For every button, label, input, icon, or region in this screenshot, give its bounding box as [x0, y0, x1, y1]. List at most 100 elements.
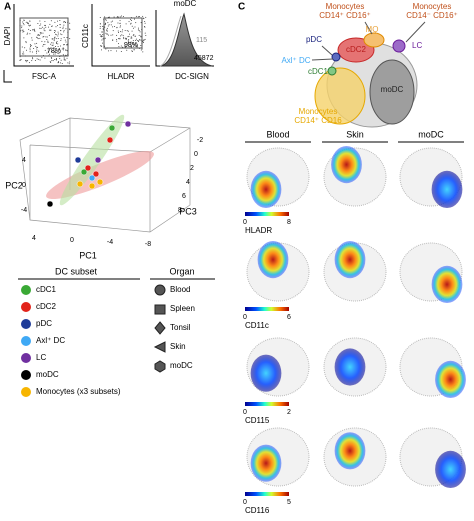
axis: [91, 4, 150, 67]
legend-label: moDC: [170, 361, 193, 370]
dot: [36, 47, 38, 49]
dot: [100, 35, 102, 37]
dot: [137, 40, 139, 42]
dot: [110, 24, 112, 26]
dot: [116, 16, 118, 18]
dot: [132, 42, 134, 44]
tick-label: 0: [22, 182, 26, 189]
dot: [25, 59, 27, 61]
dot: [112, 20, 114, 22]
dot: [55, 46, 57, 48]
dot: [60, 45, 62, 47]
dot: [67, 31, 69, 33]
dot: [130, 45, 132, 47]
dot: [22, 29, 24, 31]
dot: [99, 16, 101, 18]
label: FSC-A: [32, 72, 57, 81]
dot: [54, 37, 56, 39]
legend-label: Axl⁺ DC: [36, 336, 65, 345]
dot: [58, 53, 60, 55]
tick-label: 8: [178, 207, 182, 214]
dot: [131, 37, 133, 39]
dot: [62, 55, 64, 57]
dot: [132, 40, 134, 42]
dot: [29, 24, 31, 26]
dot: [57, 31, 59, 33]
blob: [369, 59, 415, 125]
dot: [23, 31, 25, 33]
dot: [36, 36, 38, 38]
marker-name: CD115: [245, 416, 270, 425]
dot: [23, 53, 25, 55]
dot: [54, 21, 56, 23]
dot: [119, 26, 121, 28]
dot: [100, 45, 102, 47]
dot: [31, 60, 33, 62]
pca-point: [108, 124, 116, 132]
dot: [112, 26, 114, 28]
label: DC-SIGN: [175, 72, 209, 81]
legend-shape: [154, 284, 166, 296]
dot: [55, 58, 57, 60]
dot: [40, 32, 42, 34]
colorbar-tick: 0: [243, 314, 247, 321]
dot: [59, 55, 61, 57]
tsne-expression: [334, 432, 366, 470]
dot: [63, 57, 65, 59]
dot: [134, 39, 136, 41]
dot: [42, 55, 44, 57]
label: PC1: [79, 250, 97, 260]
dot: [55, 33, 57, 35]
dot: [23, 24, 25, 26]
dot: [105, 18, 107, 20]
dot: [99, 27, 101, 29]
dot: [40, 27, 42, 29]
dot: [63, 49, 65, 51]
dot: [29, 51, 31, 53]
dot: [40, 23, 42, 25]
dot: [57, 35, 59, 37]
dot: [65, 54, 67, 56]
dot: [100, 49, 102, 51]
dot: [32, 29, 34, 31]
tick-label: 0: [70, 237, 74, 244]
dot: [55, 26, 57, 28]
dot: [53, 47, 55, 49]
dot: [44, 41, 46, 43]
dot: [61, 62, 63, 64]
dot: [49, 23, 51, 25]
dot: [124, 30, 126, 32]
dot: [142, 42, 144, 44]
dot: [21, 27, 23, 29]
dot: [141, 48, 143, 50]
dot: [25, 21, 27, 23]
dot: [118, 17, 120, 19]
gate: [19, 17, 69, 57]
dot: [103, 38, 105, 40]
dot: [140, 49, 142, 51]
dot: [64, 21, 66, 23]
legend-label: Monocytes (x3 subsets): [36, 387, 121, 396]
blob: [392, 39, 406, 53]
dot: [118, 46, 120, 48]
dot: [136, 40, 138, 42]
label: Organ: [169, 266, 194, 276]
dot: [139, 31, 141, 33]
dot: [138, 34, 140, 36]
dot: [25, 41, 27, 43]
dot: [101, 39, 103, 41]
dot: [116, 40, 118, 42]
dot: [38, 50, 40, 52]
dot: [51, 25, 53, 27]
dot: [119, 23, 121, 25]
dot: [112, 30, 114, 32]
dot: [54, 30, 56, 32]
dot: [67, 54, 69, 56]
dot: [136, 45, 138, 47]
dot: [140, 35, 142, 37]
tick-label: -4: [21, 207, 27, 214]
label: 45872: [194, 55, 214, 62]
panel-label: C: [238, 2, 245, 13]
dot: [99, 26, 101, 28]
dot: [60, 55, 62, 57]
